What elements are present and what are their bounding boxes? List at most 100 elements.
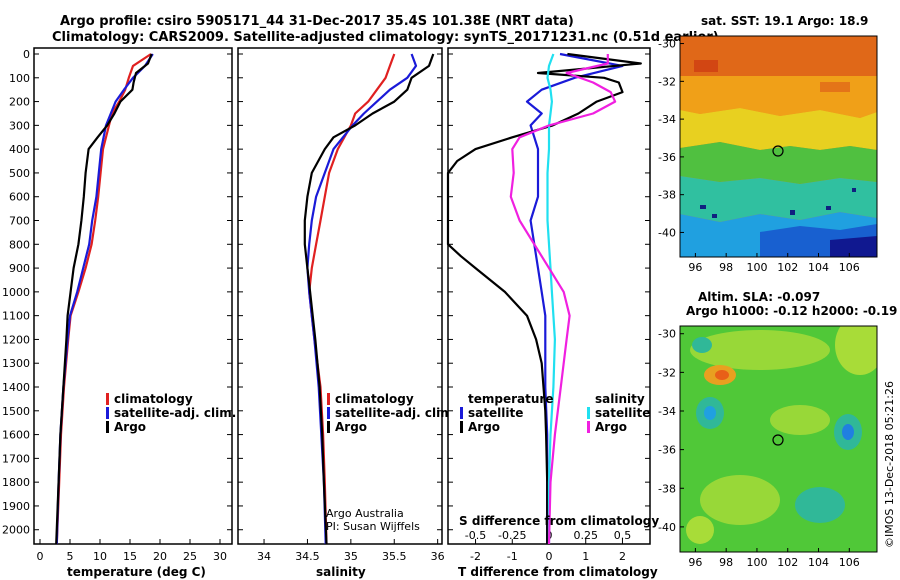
secondary-x-tick-label: 0.5: [614, 529, 632, 542]
x-tick-label: 5: [67, 550, 74, 563]
depth-tick-label: 1900: [2, 500, 30, 513]
lon-tick-label: 98: [719, 556, 733, 569]
series-line-argo: [55, 53, 153, 545]
depth-tick-label: 800: [9, 238, 30, 251]
header-line1: Argo profile: csiro 5905171_44 31-Dec-20…: [60, 14, 574, 29]
sst-map-frame: [679, 35, 878, 258]
lon-tick-label: 106: [839, 261, 860, 274]
legend-argo-swatch: [327, 421, 330, 433]
pi-note: PI: Susan Wijffels: [326, 520, 420, 533]
temperature-legend: climatology satellite-adj. clim. Argo: [106, 392, 236, 434]
salinity-xlabel: salinity: [316, 565, 366, 579]
lon-tick-label: 102: [777, 556, 798, 569]
x-tick-label: 36: [431, 550, 445, 563]
sla-map-frame: [679, 325, 878, 553]
sst-x-ticks: 96 98 100 102 104 106: [688, 253, 860, 274]
s-difference-title: S difference from climatology: [459, 514, 659, 528]
lat-tick-label: -38: [658, 189, 676, 202]
series-line-temperature-satellite: [525, 52, 624, 544]
t-difference-xlabel: T difference from climatology: [458, 565, 658, 579]
temperature-lines: [55, 53, 154, 545]
salinity-frame: [237, 47, 443, 545]
sst-argo-location-marker: [772, 145, 784, 157]
header-line2: Climatology: CARS2009. Satellite-adjuste…: [52, 30, 719, 45]
depth-tick-label: 1600: [2, 429, 30, 442]
depth-tick-label: 600: [9, 191, 30, 204]
imos-credit: ©IMOS 13-Dec-2018 05:21:26: [883, 381, 896, 548]
difference-legend: temperature satellite Argo salinity sate…: [460, 392, 650, 434]
sla-argo-location-marker: [772, 434, 784, 446]
sst-y-ticks: -30 -32 -34 -36 -38 -40: [658, 38, 684, 239]
depth-tick-label: 1400: [2, 381, 30, 394]
lon-tick-label: 96: [688, 556, 702, 569]
salinity-lines: [303, 53, 435, 545]
legend-temp-satellite-swatch: [460, 407, 463, 419]
temperature-panel: 0100200300400500600700800900100011001200…: [2, 47, 236, 579]
x-tick-label: 0: [546, 550, 553, 563]
salinity-x-ticks: 34 34.5 35 35.5 36: [238, 53, 445, 563]
x-tick-label: 10: [93, 550, 107, 563]
lon-tick-label: 104: [808, 261, 829, 274]
x-tick-label: 34.5: [295, 550, 320, 563]
x-tick-label: 15: [123, 550, 137, 563]
legend-sal-argo-swatch: [587, 421, 590, 433]
depth-tick-label: 1200: [2, 333, 30, 346]
lat-tick-label: -34: [658, 113, 676, 126]
depth-tick-label: 2000: [2, 524, 30, 537]
sla-y-ticks: -30 -32 -34 -36 -38 -40: [658, 328, 684, 534]
legend-satellite-swatch: [106, 407, 109, 419]
x-tick-label: -2: [470, 550, 481, 563]
lon-tick-label: 96: [688, 261, 702, 274]
difference-x-ticks: -2 -1 0 1 2-0.5 -0.25 0 0.25 0.5: [448, 53, 650, 563]
difference-lines: [446, 52, 642, 545]
legend-temperature-heading: temperature: [468, 392, 553, 406]
legend-salinity-heading: salinity: [595, 392, 645, 406]
legend-sal-satellite-label: satellite: [595, 406, 650, 420]
lat-tick-label: -38: [658, 482, 676, 495]
temperature-xlabel: temperature (deg C): [67, 565, 206, 579]
temperature-x-ticks: 0 5 10 15 20 25 30: [34, 53, 232, 563]
depth-tick-label: 1300: [2, 357, 30, 370]
legend-climatology-label: climatology: [335, 392, 414, 406]
temperature-frame: [33, 47, 233, 545]
depth-tick-label: 400: [9, 143, 30, 156]
salinity-legend: climatology satellite-adj. clim. Argo: [327, 392, 457, 434]
legend-satellite-label: satellite-adj. clim.: [114, 406, 236, 420]
sst-map: sat. SST: 19.1 Argo: 18.9 96 98 100 102 104 1: [658, 14, 878, 274]
sla-field: [680, 326, 877, 552]
depth-tick-label: 200: [9, 96, 30, 109]
x-tick-label: -1: [507, 550, 518, 563]
series-line-salinity-satellite: [546, 53, 557, 544]
series-line-salinity-argo: [509, 54, 617, 545]
legend-climatology-swatch: [327, 393, 330, 405]
legend-climatology-swatch: [106, 393, 109, 405]
depth-tick-label: 100: [9, 72, 30, 85]
series-line-temperature-argo: [446, 52, 642, 544]
legend-sal-satellite-swatch: [587, 407, 590, 419]
x-tick-label: 25: [183, 550, 197, 563]
lat-tick-label: -36: [658, 151, 676, 164]
legend-temp-argo-label: Argo: [468, 420, 500, 434]
lon-tick-label: 104: [808, 556, 829, 569]
legend-satellite-label: satellite-adj. clim.: [335, 406, 457, 420]
legend-sal-argo-label: Argo: [595, 420, 627, 434]
x-tick-label: 0: [37, 550, 44, 563]
depth-tick-label: 1000: [2, 286, 30, 299]
salinity-panel: 34 34.5 35 35.5 36 salinity climatology sate…: [237, 47, 457, 579]
x-tick-label: 2: [619, 550, 626, 563]
lat-tick-label: -40: [658, 226, 676, 239]
depth-tick-label: 700: [9, 215, 30, 228]
depth-tick-label: 1100: [2, 310, 30, 323]
x-tick-label: 35.5: [382, 550, 407, 563]
depth-tick-label: 1500: [2, 405, 30, 418]
x-tick-label: 34: [257, 550, 271, 563]
sla-map: Altim. SLA: -0.097 Argo h1000: -0.12 h20…: [658, 290, 897, 569]
legend-climatology-label: climatology: [114, 392, 193, 406]
lon-tick-label: 100: [746, 556, 767, 569]
lat-tick-label: -36: [658, 444, 676, 457]
legend-argo-label: Argo: [114, 420, 146, 434]
sla-x-ticks: 96 98 100 102 104 106: [688, 548, 860, 569]
x-tick-label: 30: [213, 550, 227, 563]
x-tick-label: 20: [153, 550, 167, 563]
